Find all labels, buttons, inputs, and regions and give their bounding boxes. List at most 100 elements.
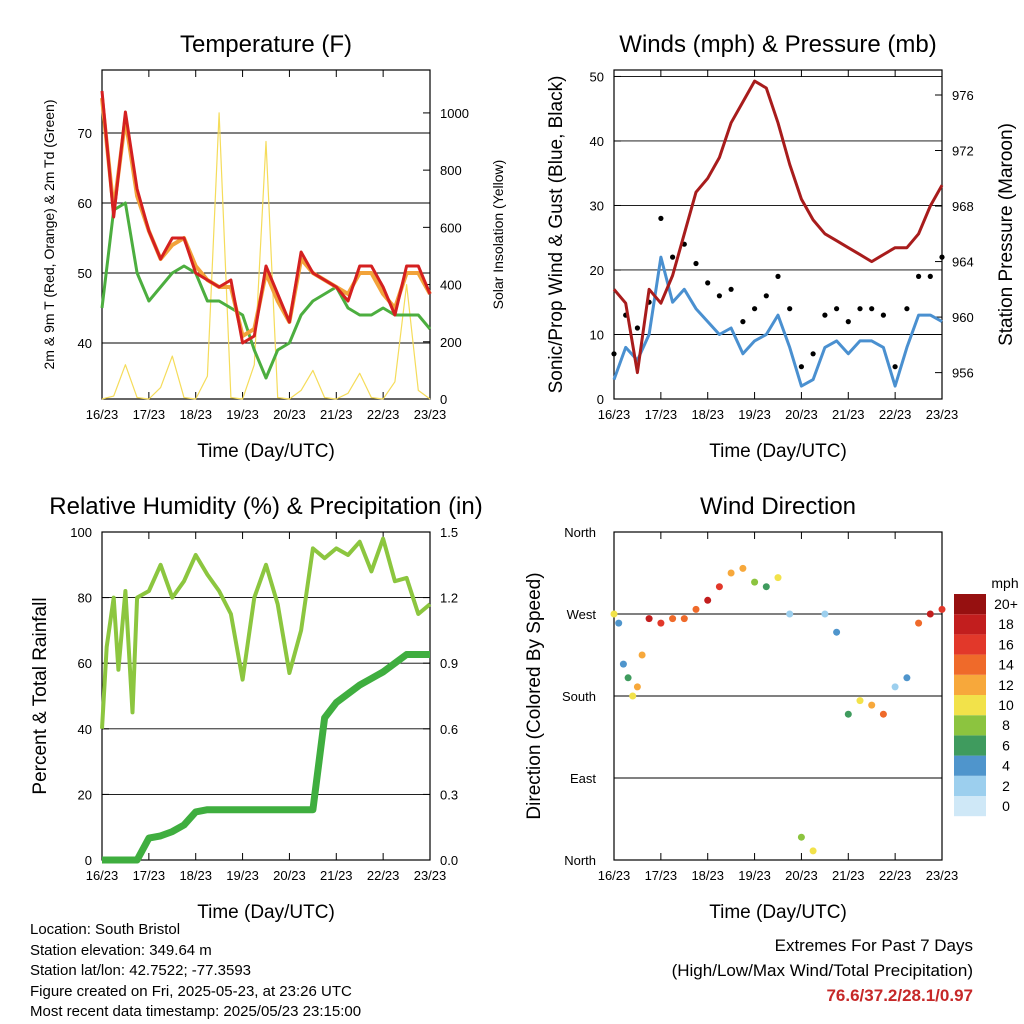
humidity-ytick-label: 100 <box>70 525 92 540</box>
gust-point <box>752 306 758 312</box>
winds-xtick-label: 17/23 <box>645 407 678 422</box>
direction-point <box>610 610 618 618</box>
legend-swatch <box>954 614 986 635</box>
legend-title: mph <box>991 575 1018 591</box>
latlon-text: Station lat/lon: 42.7522; -77.3593 <box>30 962 252 980</box>
direction-point <box>715 583 723 591</box>
temperature-xtick-label: 21/23 <box>320 407 353 422</box>
gust-point <box>927 273 933 279</box>
winds-ytick-label: 30 <box>590 198 604 213</box>
winds-xtick-label: 16/23 <box>598 407 631 422</box>
direction-point <box>751 578 759 586</box>
humidity-xtick-label: 21/23 <box>320 868 353 883</box>
humidity-y2tick-label: 0.9 <box>440 656 458 671</box>
legend-swatch <box>954 594 986 615</box>
legend-swatch <box>954 634 986 655</box>
legend-label: 16 <box>998 636 1014 652</box>
direction-point <box>915 619 923 627</box>
humidity-y2tick-label: 0.6 <box>440 722 458 737</box>
direction-xtick-label: 20/23 <box>785 868 818 883</box>
temperature-xtick-label: 20/23 <box>273 407 306 422</box>
winds-y2tick-label: 956 <box>952 366 974 381</box>
temperature-y2tick-label: 600 <box>440 220 462 235</box>
winds-xlabel: Time (Day/UTC) <box>709 441 847 462</box>
gust-point <box>775 273 781 279</box>
winds-ytick-label: 20 <box>590 263 604 278</box>
gust-point <box>740 319 746 325</box>
direction-point <box>797 833 805 841</box>
legend-swatch <box>954 775 986 796</box>
temperature-xtick-label: 17/23 <box>133 407 166 422</box>
temperature-y2tick-label: 800 <box>440 163 462 178</box>
direction-point <box>692 605 700 613</box>
humidity-y2tick-label: 1.5 <box>440 525 458 540</box>
legend-swatch <box>954 796 986 817</box>
gust-point <box>869 306 875 312</box>
legend-swatch <box>954 715 986 736</box>
direction-ytick-label: North <box>564 853 596 868</box>
recent-data-text: Most recent data timestamp: 2025/05/23 2… <box>30 1003 362 1021</box>
gust-point <box>728 286 734 292</box>
humidity-y2tick-label: 0.3 <box>440 787 458 802</box>
direction-point <box>762 583 770 591</box>
gust-point <box>763 293 769 299</box>
temperature-xtick-label: 19/23 <box>226 407 259 422</box>
temperature-xlabel: Time (Day/UTC) <box>197 441 335 462</box>
temperature-frame <box>101 69 431 400</box>
temperature-y2tick-label: 1000 <box>440 106 469 121</box>
legend-label: 10 <box>998 697 1014 713</box>
legend-swatch <box>954 654 986 675</box>
solar-insolation-line <box>101 112 431 400</box>
direction-xtick-label: 18/23 <box>691 868 724 883</box>
gust-point <box>798 364 805 370</box>
winds-xtick-label: 22/23 <box>879 407 912 422</box>
direction-point <box>629 692 637 700</box>
direction-point <box>638 651 646 659</box>
humidity-ylabel: Percent & Total Rainfall <box>30 597 51 794</box>
direction-point <box>645 615 653 623</box>
station-pressure-line <box>612 79 944 375</box>
extremes-values: 76.6/37.2/28.1/0.97 <box>826 986 973 1005</box>
humidity-xtick-label: 17/23 <box>133 868 166 883</box>
gust-point <box>787 306 793 312</box>
extremes-subtitle: (High/Low/Max Wind/Total Precipitation) <box>671 961 973 980</box>
winds-xtick-label: 21/23 <box>832 407 865 422</box>
gust-point <box>834 306 840 312</box>
winds-xtick-label: 19/23 <box>738 407 771 422</box>
direction-point <box>633 683 641 691</box>
direction-point <box>809 847 817 855</box>
winds-title: Winds (mph) & Pressure (mb) <box>619 31 936 58</box>
temperature-xtick-label: 16/23 <box>86 407 119 422</box>
gust-point <box>857 306 863 312</box>
direction-xtick-label: 17/23 <box>645 868 678 883</box>
humidity-ytick-label: 0 <box>85 853 92 868</box>
dewpoint-2m-line <box>100 201 432 380</box>
gust-point <box>634 325 641 331</box>
temperature-ytick-label: 40 <box>78 336 92 351</box>
gust-point <box>611 351 617 357</box>
humidity-ytick-label: 80 <box>78 591 92 606</box>
winds-xtick-label: 23/23 <box>926 407 959 422</box>
gust-point <box>705 280 711 286</box>
direction-point <box>856 697 864 705</box>
direction-title: Wind Direction <box>700 493 856 520</box>
humidity-xlabel: Time (Day/UTC) <box>197 902 335 923</box>
direction-point <box>926 610 934 618</box>
temperature-y2tick-label: 200 <box>440 335 462 350</box>
gust-point <box>939 254 945 260</box>
humidity-xtick-label: 22/23 <box>367 868 400 883</box>
direction-ytick-label: West <box>567 607 597 622</box>
winds-y2tick-label: 968 <box>952 199 974 214</box>
legend-label: 4 <box>1002 758 1010 774</box>
temperature-xtick-label: 18/23 <box>179 407 212 422</box>
gust-point <box>670 254 676 260</box>
direction-xtick-label: 23/23 <box>926 868 959 883</box>
temperature-title: Temperature (F) <box>180 31 352 58</box>
winds-ytick-label: 0 <box>597 392 604 407</box>
winds-ylabel: Sonic/Prop Wind & Gust (Blue, Black) <box>546 76 567 394</box>
winds-y2tick-label: 972 <box>952 144 974 159</box>
direction-point <box>868 701 876 709</box>
temperature-y2tick-label: 400 <box>440 278 462 293</box>
temperature-y2tick-label: 0 <box>440 392 447 407</box>
